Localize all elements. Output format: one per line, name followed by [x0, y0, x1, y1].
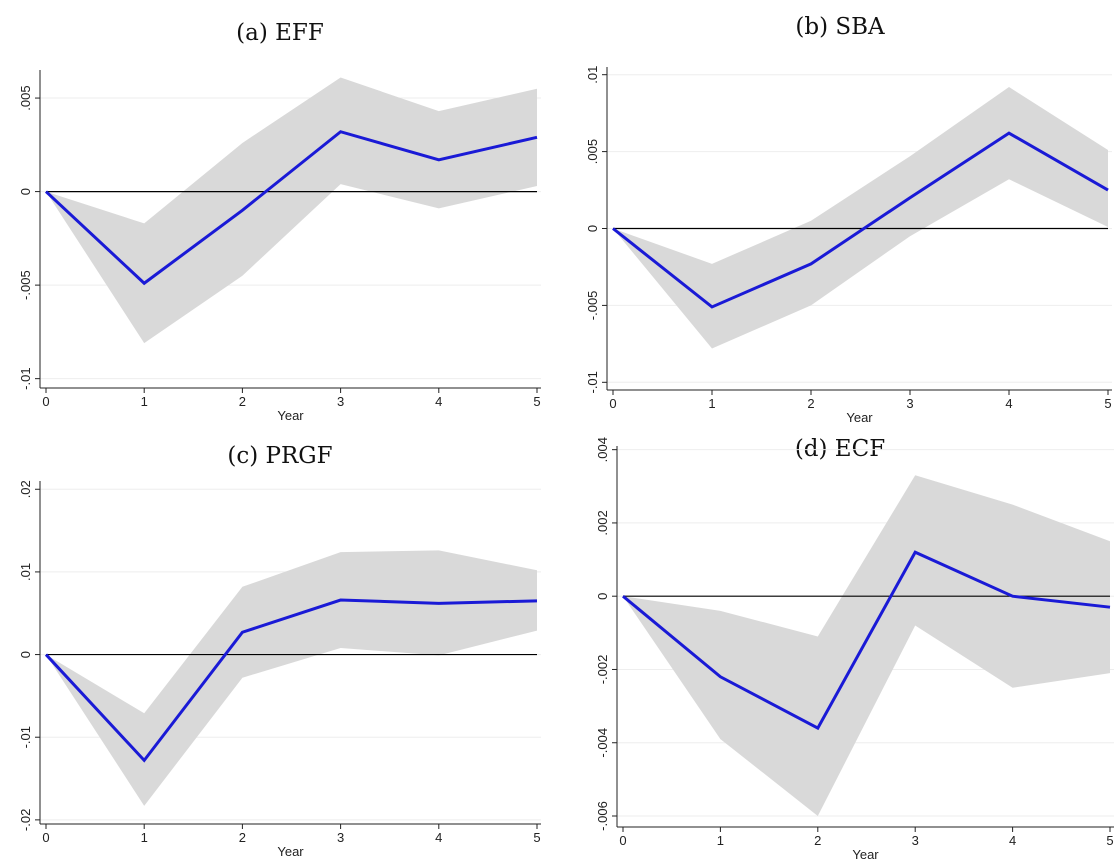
y-tick-label: -.005 [18, 270, 33, 300]
x-tick-label: 2 [239, 394, 246, 409]
y-tick-label: -.004 [595, 728, 610, 758]
x-tick-label: 1 [141, 394, 148, 409]
chart-plot-sba: -.01 -.005 0 .005 .01 0 1 2 3 4 5 Year [585, 66, 1112, 425]
x-tick-label: 0 [609, 396, 616, 411]
y-tick-label: 0 [595, 593, 610, 600]
x-tick-label: 3 [337, 830, 344, 845]
x-tick-label: 4 [1005, 396, 1012, 411]
x-tick-label: 2 [807, 396, 814, 411]
x-tick-label: 2 [239, 830, 246, 845]
chart-title: (b) SBA [795, 14, 885, 40]
y-tick-label: .02 [18, 480, 33, 498]
y-tick-label: -.002 [595, 655, 610, 685]
x-tick-label: 3 [912, 833, 919, 848]
chart-panel-eff: (a) EFF -.01 -.005 0 .005 0 1 2 3 4 5 Year [0, 0, 560, 431]
x-tick-label: 0 [619, 833, 626, 848]
chart-title: (a) EFF [236, 20, 324, 46]
y-tick-label: .004 [595, 437, 610, 462]
x-tick-label: 5 [1106, 833, 1113, 848]
confidence-band [46, 77, 537, 344]
x-tick-label: 2 [814, 833, 821, 848]
chart-plot-prgf: -.02 -.01 0 .01 .02 0 1 2 3 4 5 Year [18, 480, 541, 859]
y-tick-label: 0 [18, 651, 33, 658]
x-tick-label: 5 [533, 394, 540, 409]
x-tick-label: 4 [1009, 833, 1016, 848]
series-line [622, 550, 1111, 731]
x-tick-label: 0 [42, 394, 49, 409]
series-line [612, 131, 1109, 309]
confidence-band [613, 86, 1108, 349]
confidence-band [46, 550, 537, 806]
chart-plot-eff: -.01 -.005 0 .005 0 1 2 3 4 5 Year [18, 70, 541, 423]
x-tick-label: 4 [435, 394, 442, 409]
y-tick-label: -.01 [18, 367, 33, 389]
x-axis-title: Year [846, 410, 873, 425]
y-tick-label: -.006 [595, 801, 610, 831]
y-tick-label: -.005 [585, 291, 600, 321]
y-tick-label: -.02 [18, 809, 33, 831]
series-line [44, 130, 538, 286]
chart-plot-ecf: -.006 -.004 -.002 0 .002 .004 0 1 2 3 4 5 Year [595, 437, 1114, 862]
y-tick-label: -.01 [585, 371, 600, 393]
x-tick-label: 1 [717, 833, 724, 848]
y-tick-label: .01 [585, 66, 600, 84]
x-tick-label: 3 [906, 396, 913, 411]
y-tick-label: .005 [18, 85, 33, 110]
y-tick-label: -.01 [18, 726, 33, 748]
x-tick-label: 3 [337, 394, 344, 409]
x-tick-label: 5 [533, 830, 540, 845]
y-tick-label: .01 [18, 563, 33, 581]
x-tick-label: 4 [435, 830, 442, 845]
y-tick-label: 0 [585, 225, 600, 232]
chart-panel-ecf: (d) ECF -.006 -.004 -.002 0 .002 .004 0 1 2 3 4 5 Ye… [560, 431, 1120, 862]
x-tick-label: 0 [42, 830, 49, 845]
series-line [44, 598, 538, 763]
x-tick-label: 5 [1104, 396, 1111, 411]
y-tick-label: 0 [18, 188, 33, 195]
chart-title: (d) ECF [794, 436, 886, 462]
chart-title: (c) PRGF [227, 443, 333, 469]
y-tick-label: .005 [585, 139, 600, 164]
x-axis-title: Year [852, 847, 879, 862]
x-axis-title: Year [277, 408, 304, 423]
x-axis-title: Year [277, 844, 304, 859]
y-tick-label: .002 [595, 510, 610, 535]
confidence-band [623, 475, 1110, 817]
chart-panel-prgf: (c) PRGF -.02 -.01 0 .01 .02 0 1 2 3 4 5 Year [0, 431, 560, 862]
x-tick-label: 1 [141, 830, 148, 845]
x-tick-label: 1 [708, 396, 715, 411]
chart-panel-sba: (b) SBA -.01 -.005 0 .005 .01 0 1 2 3 4 5 Year [560, 0, 1120, 431]
